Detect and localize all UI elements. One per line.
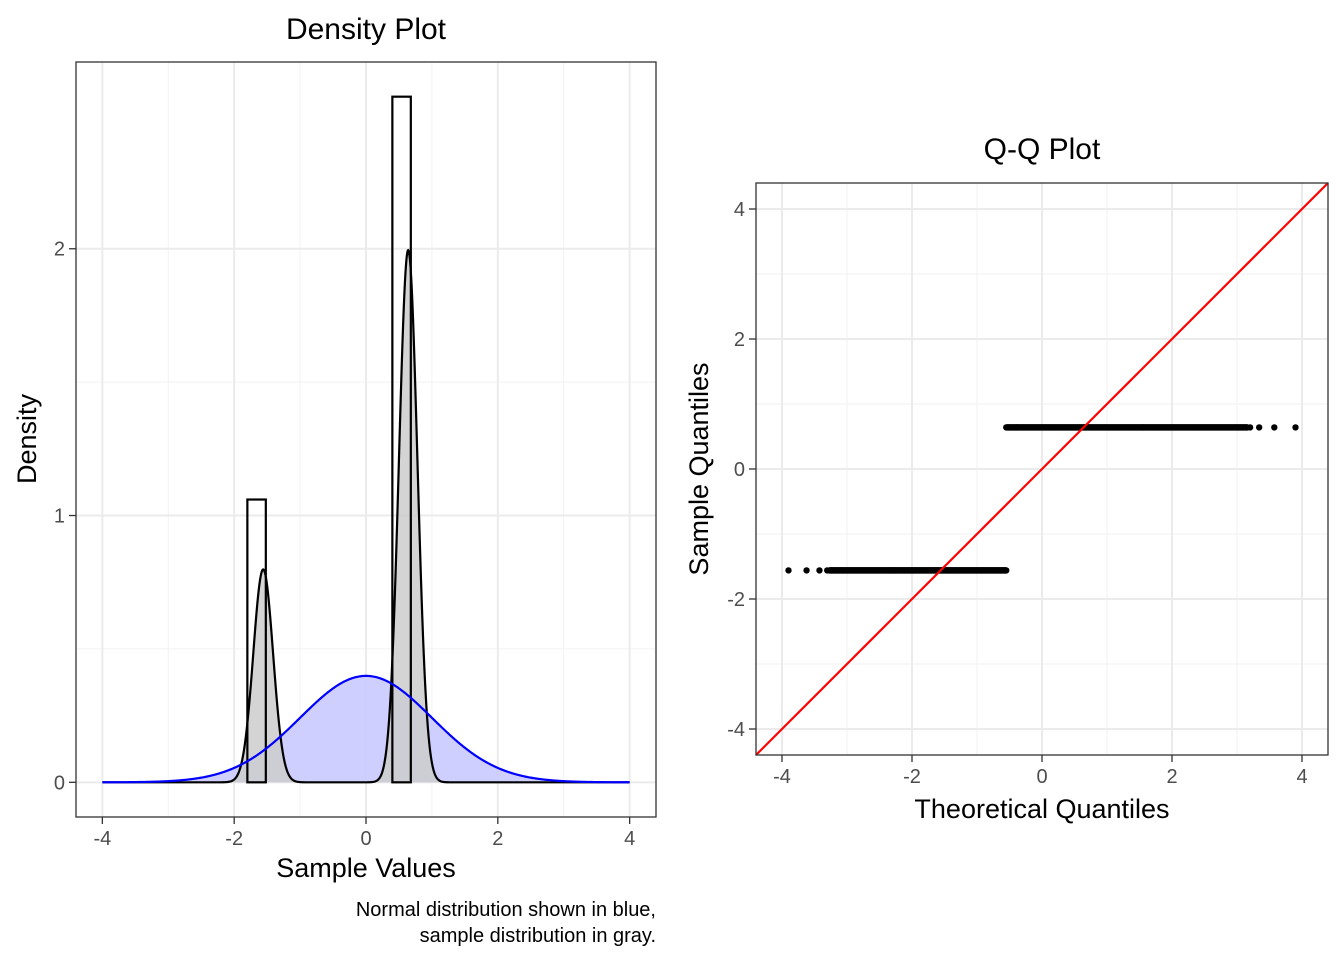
x-tick-label: -2: [225, 828, 243, 850]
qq-point: [785, 567, 792, 574]
normal-density-line: [102, 674, 630, 784]
y-tick-label: 1: [54, 506, 65, 528]
sample-density-areas: [218, 250, 450, 783]
normal-density-area: [102, 675, 630, 783]
y-tick-label: 4: [734, 199, 745, 221]
sample-density-area: [218, 569, 308, 783]
density-x-axis: -4 -2 0 2 4: [93, 817, 635, 850]
density-y-label: Density: [12, 393, 42, 484]
qq-point: [824, 567, 831, 574]
y-tick-label: -4: [727, 719, 745, 741]
qq-title: Q-Q Plot: [984, 133, 1101, 166]
x-tick-label: 2: [492, 828, 503, 850]
qq-x-axis: -4 -2 0 2 4: [773, 755, 1308, 788]
qq-x-label: Theoretical Quantiles: [914, 794, 1169, 824]
x-tick-label: 0: [1036, 766, 1047, 788]
normal-curve: [102, 674, 630, 784]
qq-reference-line: [755, 182, 1329, 756]
qq-line: [755, 182, 1329, 756]
histogram-bar: [391, 95, 412, 784]
y-tick-label: 2: [734, 329, 745, 351]
qq-point: [816, 567, 823, 574]
density-title: Density Plot: [286, 13, 447, 46]
x-tick-label: 4: [1296, 766, 1307, 788]
x-tick-label: -4: [773, 766, 791, 788]
x-tick-label: 2: [1166, 766, 1177, 788]
sample-density-area: [366, 250, 450, 783]
sample-density-curve: [102, 248, 630, 784]
y-tick-label: 0: [734, 459, 745, 481]
x-tick-label: -4: [93, 828, 111, 850]
qq-point: [803, 567, 810, 574]
qq-point: [1292, 424, 1299, 431]
sample-density-lines: [102, 248, 630, 784]
x-tick-label: -2: [903, 766, 921, 788]
y-tick-label: 2: [54, 239, 65, 261]
density-x-label: Sample Values: [276, 853, 456, 883]
qq-y-label: Sample Quantiles: [684, 362, 714, 575]
x-tick-label: 0: [360, 828, 371, 850]
normal-area: [102, 675, 630, 783]
qq-y-axis: -4 -2 0 2 4: [727, 199, 756, 741]
qq-point: [1271, 424, 1278, 431]
qq-point: [1255, 424, 1263, 431]
density-plot: Density Plot -4 -2 0 2 4 0 1 2 Sample Values D…: [12, 13, 657, 947]
density-gridlines: [76, 62, 656, 817]
qq-point: [1246, 424, 1254, 431]
y-tick-label: 0: [54, 772, 65, 794]
density-caption-line-2: sample distribution in gray.: [420, 925, 656, 947]
density-caption-line-1: Normal distribution shown in blue,: [356, 899, 656, 921]
density-y-axis: 0 1 2: [54, 239, 76, 794]
qq-plot: Q-Q Plot -4 -2 0 2 4 -4 -2 0 2 4 Theoretical Qua…: [684, 133, 1329, 824]
qq-points: [785, 424, 1299, 574]
histogram-bars: [246, 95, 412, 784]
histogram-bar: [246, 498, 267, 784]
y-tick-label: -2: [727, 589, 745, 611]
x-tick-label: 4: [624, 828, 635, 850]
